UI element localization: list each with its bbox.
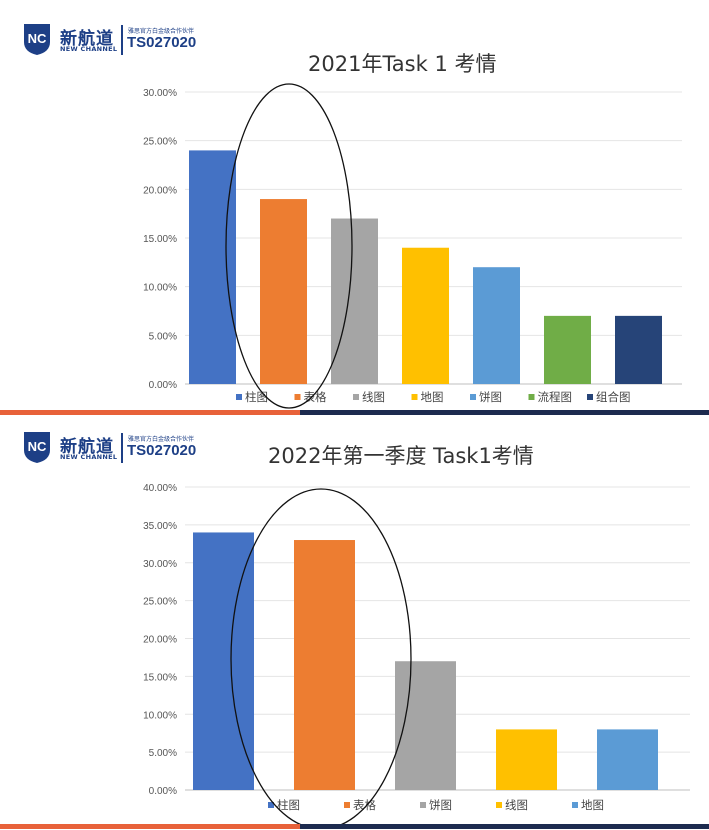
chart-title: 2022年第一季度 Task1考情	[268, 444, 534, 468]
highlight-ellipse	[230, 488, 412, 826]
y-tick-label: 30.00%	[143, 88, 177, 99]
logo-separator	[121, 433, 123, 463]
divider-orange	[0, 410, 300, 415]
legend-swatch	[236, 394, 242, 400]
bar-柱图	[189, 150, 236, 384]
chart-panel-2022: NC 新航道 NEW CHANNEL 雅思官方白金级合作伙伴 TS027020 …	[0, 416, 709, 826]
legend-swatch	[268, 802, 274, 808]
brand-name-en: NEW CHANNEL	[60, 45, 118, 53]
legend-label: 线图	[505, 798, 528, 812]
brand-tagline: 雅思官方白金级合作伙伴	[128, 28, 195, 35]
y-tick-label: 30.00%	[143, 559, 177, 570]
y-tick-label: 40.00%	[143, 483, 177, 494]
y-tick-label: 20.00%	[143, 635, 177, 646]
bar-线图	[496, 729, 557, 790]
y-tick-label: 10.00%	[143, 710, 177, 721]
brand-tagline: 雅思官方白金级合作伙伴	[128, 436, 195, 443]
y-tick-label: 5.00%	[149, 748, 177, 759]
bar-地图	[597, 729, 658, 790]
nc-shield-icon: NC	[24, 432, 50, 463]
legend-label: 线图	[362, 390, 385, 404]
legend-label: 表格	[304, 390, 327, 404]
bar-chart-2022: 0.00% 5.00% 10.00% 15.00% 20.00% 25.00% 30.00%…	[143, 483, 690, 826]
bar-流程图	[544, 315, 591, 384]
brand-name-cn: 新航道	[60, 437, 114, 457]
bar-饼图	[395, 661, 456, 790]
y-tick-label: 15.00%	[143, 672, 177, 683]
legend-label: 流程图	[538, 390, 573, 404]
legend-label: 表格	[353, 798, 376, 812]
y-tick-label: 15.00%	[143, 234, 177, 245]
y-tick-label: 20.00%	[143, 185, 177, 196]
legend-label: 饼图	[429, 798, 452, 812]
brand-logo: NC 新航道 NEW CHANNEL 雅思官方白金级合作伙伴 TS027020	[22, 22, 232, 66]
legend-label: 组合图	[596, 390, 631, 404]
y-tick-label: 5.00%	[149, 331, 177, 342]
chart-panel-2021: NC 新航道 NEW CHANNEL 雅思官方白金级合作伙伴 TS027020 …	[0, 0, 709, 410]
y-tick-label: 0.00%	[149, 786, 177, 797]
y-tick-label: 0.00%	[149, 380, 177, 391]
brand-code: TS027020	[127, 442, 197, 459]
chart-title: 2021年Task 1 考情	[308, 52, 497, 76]
legend-swatch	[496, 802, 502, 808]
legend-swatch	[353, 394, 359, 400]
bar-饼图	[473, 267, 520, 384]
brand-logo: NC 新航道 NEW CHANNEL 雅思官方白金级合作伙伴 TS027020	[22, 430, 232, 474]
legend-swatch	[572, 802, 578, 808]
legend-swatch	[587, 394, 593, 400]
legend-label: 地图	[581, 799, 604, 812]
legend-swatch	[470, 394, 476, 400]
svg-text:NC: NC	[28, 31, 47, 46]
brand-name-cn: 新航道	[60, 29, 114, 49]
legend-swatch	[294, 394, 301, 400]
legend-swatch	[411, 394, 418, 400]
bar-地图	[402, 247, 449, 384]
legend-label: 柱图	[245, 390, 268, 404]
svg-text:NC: NC	[28, 439, 47, 454]
legend-swatch	[344, 802, 350, 808]
brand-code: TS027020	[127, 34, 197, 51]
y-tick-label: 35.00%	[143, 521, 177, 532]
bar-chart-2021: 0.00% 5.00% 10.00% 15.00% 20.00% 25.00% 30.00%…	[143, 83, 682, 409]
legend-swatch	[420, 802, 426, 808]
brand-name-en: NEW CHANNEL	[60, 453, 118, 461]
bar-表格	[294, 540, 355, 790]
legend-label: 饼图	[479, 390, 502, 404]
highlight-ellipse	[225, 83, 353, 409]
y-tick-label: 10.00%	[143, 283, 177, 294]
nc-shield-icon: NC	[24, 24, 50, 55]
divider-navy	[300, 824, 709, 829]
legend-label: 柱图	[277, 798, 300, 812]
y-tick-label: 25.00%	[143, 597, 177, 608]
section-divider	[0, 410, 709, 415]
legend-label: 地图	[421, 391, 444, 404]
bar-线图	[331, 218, 378, 384]
divider-navy	[300, 410, 709, 415]
y-tick-label: 25.00%	[143, 137, 177, 148]
legend-swatch	[528, 394, 535, 400]
section-divider	[0, 824, 709, 829]
bar-组合图	[615, 315, 662, 384]
bar-表格	[260, 199, 307, 384]
logo-separator	[121, 25, 123, 55]
divider-orange	[0, 824, 300, 829]
